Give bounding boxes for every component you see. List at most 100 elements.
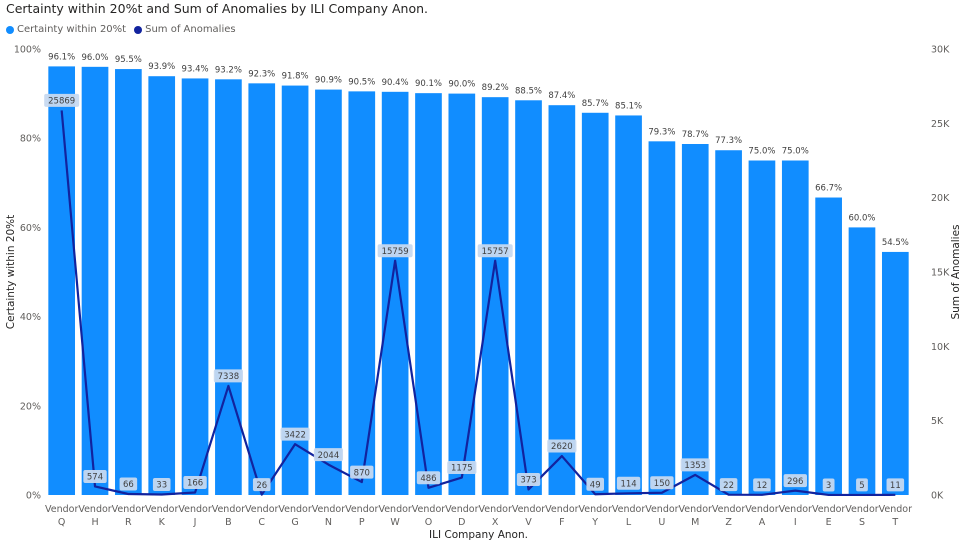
bar-data-label: 90.1% (415, 79, 442, 89)
x-axis-tick-label: Z (725, 517, 732, 528)
x-axis-tick-label: B (225, 517, 232, 528)
line-data-label-bg (856, 478, 868, 492)
legend-item-anomalies[interactable]: Sum of Anomalies (134, 24, 236, 35)
bar (748, 160, 776, 495)
x-axis-tick-label-prefix: Vendor (845, 504, 878, 515)
legend-item-certainty[interactable]: Certainty within 20%t (6, 24, 126, 35)
line-data-label: 7338 (218, 372, 240, 382)
line-data-label: 12 (757, 481, 768, 491)
bar (315, 89, 342, 495)
x-axis-tick-label-prefix: Vendor (812, 504, 845, 515)
line-data-label-bg (783, 474, 807, 488)
y2-axis-tick-label: 10K (931, 342, 950, 353)
line-data-label: 486 (420, 474, 436, 484)
line-data-label: 373 (520, 476, 536, 486)
line-data-label: 574 (87, 473, 103, 483)
bar-data-label: 90.9% (315, 76, 342, 86)
line-data-label-bg (119, 477, 138, 491)
y-axis-tick-label: 20% (20, 401, 41, 412)
line-data-label: 15757 (482, 247, 509, 257)
bar (48, 66, 76, 496)
x-axis-tick-label-prefix: Vendor (345, 504, 378, 515)
line-data-label-bg (477, 244, 513, 258)
x-axis-tick-label-prefix: Vendor (278, 504, 311, 515)
bar-data-label: 75.0% (748, 147, 775, 157)
bar (648, 141, 676, 495)
line-data-label: 22 (723, 481, 734, 491)
bar (548, 105, 576, 496)
line-data-label-bg (616, 476, 641, 490)
x-axis-tick-label: T (891, 517, 898, 528)
line-data-label: 33 (156, 481, 167, 491)
legend-label-certainty: Certainty within 20%t (17, 24, 127, 35)
x-axis-tick-label-prefix: Vendor (412, 504, 445, 515)
line-data-label-bg (183, 476, 207, 490)
x-axis-tick-label-prefix: Vendor (645, 504, 678, 515)
bar-data-label: 85.1% (615, 101, 642, 111)
x-axis-tick-label-prefix: Vendor (245, 504, 278, 515)
y-axis-tick-label: 100% (14, 45, 41, 56)
x-axis-tick-label: P (359, 517, 365, 528)
line-data-label-bg (650, 476, 674, 490)
chart-title: Certainty within 20%t and Sum of Anomali… (6, 1, 429, 16)
bar (481, 97, 509, 495)
line-data-label-bg (547, 439, 577, 453)
bar-data-label: 93.4% (182, 64, 209, 74)
bar (581, 112, 609, 495)
y2-axis-tick-label: 15K (931, 268, 950, 279)
bar (148, 76, 176, 496)
x-axis-tick-label: R (125, 517, 132, 528)
bar (715, 150, 742, 495)
line-data-label: 11 (890, 481, 901, 491)
bar (215, 79, 242, 495)
bar (415, 93, 442, 496)
anomalies-line (60, 110, 896, 497)
line-data-label-bg (377, 244, 413, 258)
line-data-label: 5 (859, 481, 864, 491)
x-axis-tick-label: H (91, 517, 98, 528)
x-axis-tick-label-prefix: Vendor (579, 504, 612, 515)
bar (781, 160, 809, 495)
line-data-label: 1353 (684, 461, 706, 471)
bar-data-label: 95.5% (115, 55, 142, 65)
x-axis-tick-label: E (826, 517, 832, 528)
bar-data-label: 93.9% (148, 62, 175, 72)
y2-axis-tick-label: 30K (931, 45, 950, 56)
y2-axis-tick-label: 25K (931, 119, 950, 130)
x-axis-tick-label-prefix: Vendor (879, 504, 912, 515)
line-data-label: 3 (826, 481, 831, 491)
bar-data-label: 96.0% (82, 53, 109, 63)
bar-data-label: 96.1% (48, 52, 75, 62)
line-data-label: 150 (654, 479, 670, 489)
bar (681, 143, 709, 496)
bar (615, 115, 642, 495)
bar-data-label: 92.3% (248, 69, 275, 79)
bar (181, 78, 209, 495)
y-axis-title: Certainty within 20%t (5, 215, 17, 330)
line-data-label-bg (152, 478, 171, 492)
bar-data-label: 78.7% (682, 130, 709, 140)
bar-data-label: 75.0% (782, 147, 809, 157)
bar-data-label: 85.7% (582, 99, 609, 109)
x-axis-tick-label-prefix: Vendor (478, 504, 511, 515)
x-axis-tick-label-prefix: Vendor (712, 504, 745, 515)
bar-data-label: 91.8% (282, 72, 309, 82)
line-data-label-bg (516, 472, 541, 486)
x-axis-tick-label-prefix: Vendor (378, 504, 411, 515)
line-data-label-bg (213, 369, 244, 383)
bar (515, 100, 542, 495)
line-data-label: 26 (256, 481, 267, 491)
bar (815, 197, 842, 495)
x-axis-tick-label: L (626, 517, 632, 528)
x-axis-title: ILI Company Anon. (429, 529, 528, 541)
line-data-label: 166 (187, 479, 203, 489)
x-axis-tick-label: M (691, 517, 699, 528)
y-axis-tick-label: 40% (20, 312, 41, 323)
line-data-label-bg (313, 448, 344, 462)
bar-data-label: 79.3% (648, 127, 675, 137)
x-axis-tick-label: D (458, 517, 465, 528)
line-data-label: 1175 (451, 464, 473, 474)
x-axis-tick-label-prefix: Vendor (45, 504, 78, 515)
